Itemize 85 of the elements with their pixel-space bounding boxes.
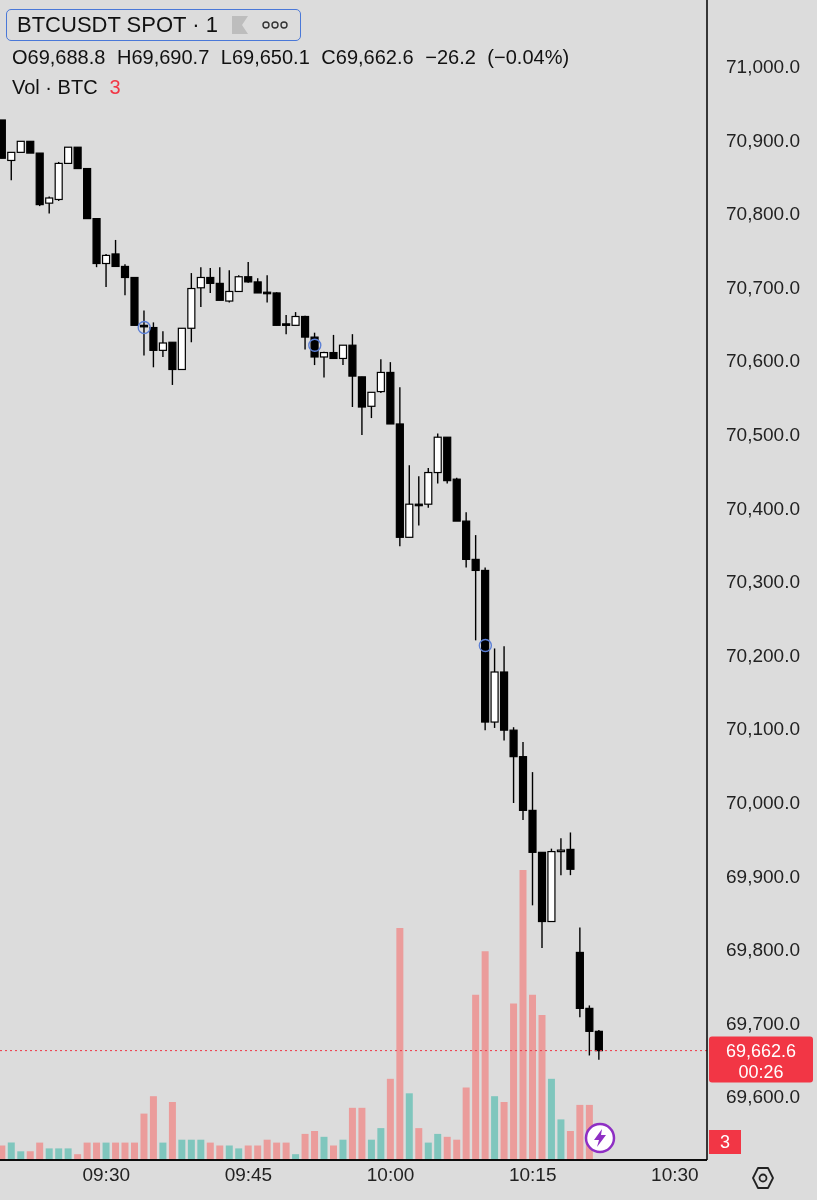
bar (405, 1093, 413, 1160)
bar (377, 1128, 385, 1160)
bar (263, 1139, 271, 1160)
bar (462, 1087, 470, 1160)
bar (130, 1142, 138, 1160)
y-tick-label: 70,700.0 (726, 276, 800, 298)
bar (339, 1139, 347, 1160)
y-tick-label: 70,000.0 (726, 792, 800, 814)
bar (140, 1113, 148, 1160)
point (308, 338, 322, 352)
bar (7, 1142, 15, 1160)
bar (83, 1142, 91, 1160)
bar (93, 1142, 101, 1160)
y-tick-label: 69,600.0 (726, 1086, 800, 1108)
bar (197, 1139, 205, 1160)
bar (273, 1142, 281, 1160)
y-tick-label: 70,100.0 (726, 718, 800, 740)
bar (434, 1133, 442, 1160)
bar (472, 994, 480, 1160)
y-tick-label: 70,400.0 (726, 497, 800, 519)
bar (235, 1148, 243, 1160)
bar (491, 1096, 499, 1160)
text: BTCUSDT SPOT · 1 (17, 12, 218, 38)
y-tick-label: 70,200.0 (726, 644, 800, 666)
bar (538, 1015, 546, 1160)
bar (348, 1107, 356, 1160)
bar (453, 1139, 461, 1160)
bar (112, 1142, 120, 1160)
bar (311, 1131, 319, 1160)
y-tick-label: 69,900.0 (726, 865, 800, 887)
bar (301, 1133, 309, 1160)
text: 3 (709, 1130, 741, 1154)
bar (358, 1107, 366, 1160)
bar (510, 1003, 518, 1160)
y-tick-label: 70,800.0 (726, 203, 800, 225)
bar (500, 1102, 508, 1160)
annotation: 3 (109, 76, 121, 98)
bar (547, 1078, 555, 1160)
bar (367, 1139, 375, 1160)
y-tick-label: 70,900.0 (726, 129, 800, 151)
y-tick-label: 71,000.0 (726, 55, 800, 77)
bar (178, 1139, 186, 1160)
bar (168, 1102, 176, 1160)
point (137, 320, 151, 335)
bar (481, 951, 489, 1160)
bar (187, 1139, 195, 1160)
x-tick-label: 10:00 (366, 1164, 415, 1186)
bar (557, 1119, 565, 1160)
bar (415, 1128, 423, 1160)
bar (443, 1136, 451, 1160)
bar (17, 1151, 25, 1160)
y-tick-label: 69,700.0 (726, 1012, 800, 1034)
x-tick-label: 10:30 (651, 1164, 699, 1186)
text: 00:26 (738, 1061, 784, 1082)
y-tick-label: 69,800.0 (726, 939, 800, 961)
point (478, 638, 493, 653)
bar (206, 1142, 214, 1160)
y-tick-label: 70,600.0 (726, 350, 800, 372)
bar (26, 1151, 34, 1160)
text: O69,688.8 H69,690.7 L69,650.1 C69,662.6 −26.2 (−0.04%) (12, 46, 570, 69)
bar (36, 1142, 44, 1160)
bar (159, 1142, 167, 1160)
bar (64, 1148, 72, 1160)
bar (424, 1142, 432, 1160)
bar (45, 1148, 53, 1160)
bar (225, 1145, 233, 1160)
ref-line-label: 69,662.6 (725, 1040, 797, 1061)
bar (519, 870, 527, 1160)
bar (529, 994, 536, 1160)
bar (282, 1142, 290, 1160)
x-tick-label: 10:15 (508, 1164, 557, 1186)
bar (576, 1104, 584, 1160)
bar (396, 928, 404, 1160)
bar (102, 1142, 110, 1160)
bar (149, 1096, 157, 1160)
x-tick-label: 09:45 (224, 1164, 273, 1186)
bar (121, 1142, 129, 1160)
bar (386, 1078, 394, 1160)
bar (55, 1148, 63, 1160)
annotation: Vol · BTC (12, 76, 98, 98)
bar (566, 1131, 574, 1160)
y-tick-label: 70,500.0 (726, 424, 800, 446)
bar (320, 1136, 328, 1160)
x-tick-label: 09:30 (82, 1164, 131, 1186)
y-tick-label: 70,300.0 (726, 571, 800, 593)
